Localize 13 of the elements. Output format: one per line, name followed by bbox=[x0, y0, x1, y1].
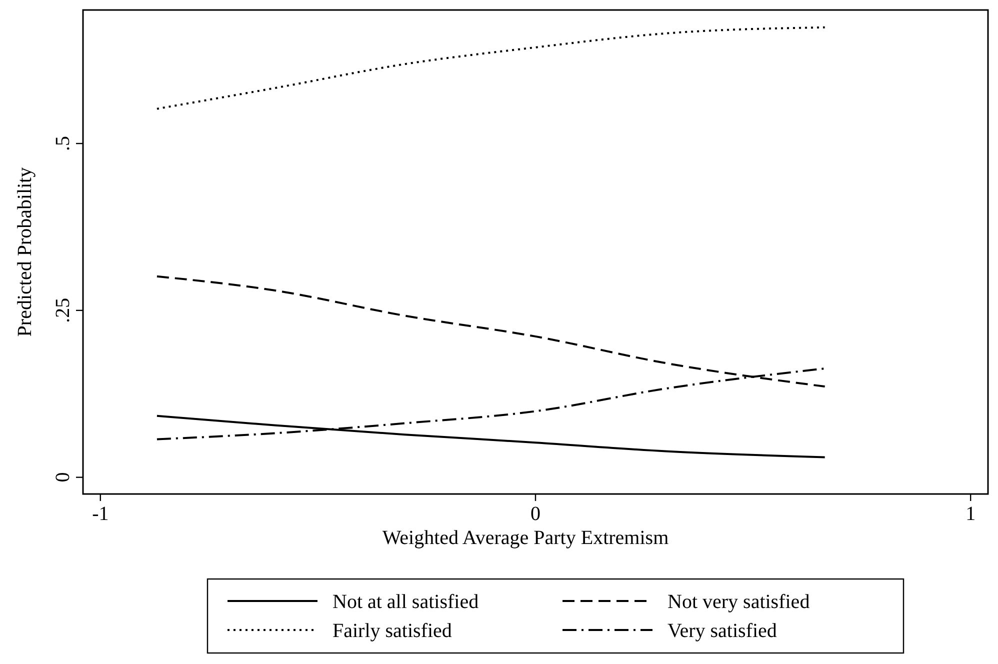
y-tick-label: 0 bbox=[52, 472, 74, 482]
x-tick-label: 1 bbox=[966, 503, 976, 525]
line-series bbox=[156, 26, 826, 110]
y-tick-label: .25 bbox=[52, 298, 74, 323]
x-tick-label: 0 bbox=[530, 503, 540, 525]
x-tick-label: -1 bbox=[92, 503, 109, 525]
legend-label: Not at all satisfied bbox=[332, 591, 479, 613]
legend-label: Fairly satisfied bbox=[332, 620, 452, 642]
y-tick-label: .5 bbox=[52, 136, 74, 152]
legend-label: Not very satisfied bbox=[668, 591, 810, 613]
x-axis-title: Weighted Average Party Extremism bbox=[382, 527, 670, 549]
legend-label: Very satisfied bbox=[668, 620, 777, 642]
y-axis-title: Predicted Probability bbox=[14, 167, 36, 337]
